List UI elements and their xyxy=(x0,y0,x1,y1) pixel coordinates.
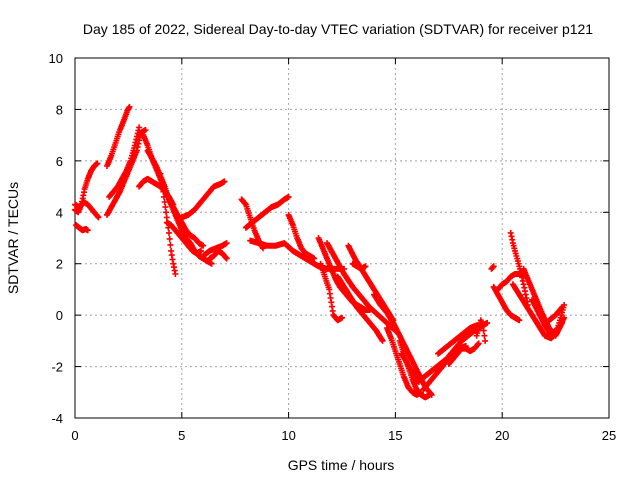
y-tick-label: -2 xyxy=(51,360,63,375)
series-arc-14 xyxy=(206,247,230,262)
y-tick-label: 8 xyxy=(56,102,63,117)
chart-title: Day 185 of 2022, Sidereal Day-to-day VTE… xyxy=(83,21,593,37)
data-marker-path xyxy=(445,340,482,367)
data-marker-path xyxy=(546,304,565,324)
x-tick-label: 10 xyxy=(281,428,295,443)
y-tick-label: -4 xyxy=(51,411,63,426)
series-arc-40 xyxy=(529,296,568,339)
y-axis-label: SDTVAR / TECUs xyxy=(5,182,21,294)
x-tick-label: 15 xyxy=(388,428,402,443)
series-arc-22 xyxy=(334,273,386,344)
data-marker-path xyxy=(206,247,230,262)
series-arc-30 xyxy=(420,325,484,393)
data-marker-path xyxy=(285,211,318,262)
series-arc-36 xyxy=(507,229,531,308)
data-marker-path xyxy=(317,260,345,324)
series-arc-13 xyxy=(200,240,230,259)
series-arc-34 xyxy=(488,263,497,272)
data-marker-path xyxy=(349,260,369,272)
series-arc-9 xyxy=(144,147,215,267)
data-marker-path xyxy=(157,170,179,277)
data-marker-path xyxy=(488,263,497,272)
axis-ticks xyxy=(74,57,610,419)
x-tick-label: 20 xyxy=(495,428,509,443)
x-tick-label: 0 xyxy=(71,428,78,443)
data-marker-path xyxy=(106,124,143,200)
x-axis-label: GPS time / hours xyxy=(288,457,395,473)
series-arc-24 xyxy=(349,260,369,272)
series-arc-41 xyxy=(546,304,565,324)
series-arc-20 xyxy=(317,260,345,324)
data-marker-path xyxy=(178,178,228,221)
y-tick-label: 0 xyxy=(56,308,63,323)
y-tick-label: 4 xyxy=(56,205,63,220)
data-marker-path xyxy=(490,283,523,324)
data-points xyxy=(72,103,568,401)
series-arc-21 xyxy=(324,240,399,334)
series-arc-12 xyxy=(178,178,228,221)
x-tick-label: 25 xyxy=(602,428,616,443)
series-arc-6 xyxy=(106,124,143,200)
series-arc-11 xyxy=(163,219,204,257)
data-marker-path xyxy=(104,103,133,169)
data-marker-path xyxy=(420,325,484,393)
series-arc-33 xyxy=(473,317,489,344)
y-tick-label: 2 xyxy=(56,257,63,272)
data-marker-path xyxy=(334,273,386,344)
series-arc-2 xyxy=(72,199,102,221)
series-arc-10 xyxy=(157,170,179,277)
grid-lines xyxy=(75,58,609,418)
series-arc-37 xyxy=(490,283,523,324)
x-tick-label: 5 xyxy=(178,428,185,443)
series-arc-4 xyxy=(104,103,133,169)
data-marker-path xyxy=(72,199,102,221)
data-marker-path xyxy=(163,219,204,257)
data-marker-path xyxy=(242,193,292,231)
plot-area xyxy=(74,57,610,419)
data-marker-path xyxy=(144,147,215,267)
series-arc-32 xyxy=(445,340,482,367)
data-marker-path xyxy=(73,222,91,234)
data-marker-path xyxy=(507,229,531,308)
series-arc-16 xyxy=(242,193,292,231)
data-marker-path xyxy=(529,296,568,339)
y-tick-labels: -4 -2 0 2 4 6 8 10 xyxy=(49,51,63,426)
y-tick-label: 6 xyxy=(56,154,63,169)
data-marker-path xyxy=(200,240,230,259)
series-arc-18 xyxy=(285,211,318,262)
x-tick-labels: 0 5 10 15 20 25 xyxy=(71,428,616,443)
data-marker-path xyxy=(473,317,489,344)
y-tick-label: 10 xyxy=(49,51,63,66)
data-marker-path xyxy=(324,240,399,334)
series-arc-3 xyxy=(73,222,91,234)
